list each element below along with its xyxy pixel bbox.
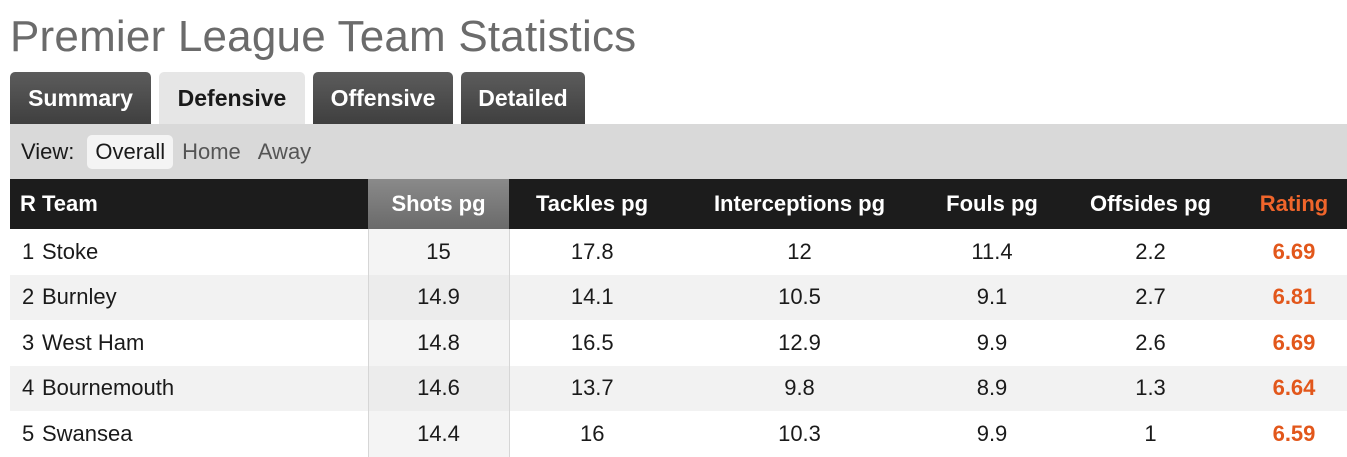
cell-interceptions: 9.8 bbox=[675, 365, 924, 411]
cell-shots: 15 bbox=[367, 229, 510, 275]
column-header-rank[interactable]: R bbox=[10, 179, 40, 229]
table-row: 2 Burnley 14.9 14.1 10.5 9.1 2.7 6.81 bbox=[10, 274, 1347, 320]
cell-rating: 6.64 bbox=[1241, 365, 1347, 411]
cell-fouls: 9.9 bbox=[924, 411, 1060, 457]
cell-team-link[interactable]: Burnley bbox=[40, 274, 368, 320]
view-option-overall[interactable]: Overall bbox=[87, 134, 174, 169]
cell-team-link[interactable]: Stoke bbox=[40, 229, 368, 275]
cell-shots: 14.4 bbox=[367, 411, 510, 457]
cell-tackles: 16.5 bbox=[509, 320, 675, 366]
cell-interceptions: 10.3 bbox=[675, 411, 924, 457]
cell-rating: 6.59 bbox=[1241, 411, 1347, 457]
tab-detailed[interactable]: Detailed bbox=[461, 72, 585, 124]
cell-rating: 6.69 bbox=[1241, 229, 1347, 275]
cell-rank: 1 bbox=[10, 229, 40, 275]
column-header-shots[interactable]: Shots pg bbox=[368, 179, 509, 229]
cell-rank: 4 bbox=[10, 365, 40, 411]
cell-interceptions: 10.5 bbox=[675, 274, 924, 320]
view-option-away[interactable]: Away bbox=[257, 138, 312, 164]
cell-offsides: 1 bbox=[1060, 411, 1241, 457]
cell-fouls: 11.4 bbox=[924, 229, 1060, 275]
cell-interceptions: 12.9 bbox=[675, 320, 924, 366]
column-header-interceptions[interactable]: Interceptions pg bbox=[675, 179, 924, 229]
table-row: 3 West Ham 14.8 16.5 12.9 9.9 2.6 6.69 bbox=[10, 320, 1347, 366]
cell-tackles: 14.1 bbox=[509, 274, 675, 320]
stat-tabs: Summary Defensive Offensive Detailed bbox=[10, 72, 593, 124]
column-header-tackles[interactable]: Tackles pg bbox=[509, 179, 675, 229]
column-header-fouls[interactable]: Fouls pg bbox=[924, 179, 1060, 229]
cell-tackles: 17.8 bbox=[509, 229, 675, 275]
tab-summary[interactable]: Summary bbox=[10, 72, 151, 124]
cell-rating: 6.81 bbox=[1241, 274, 1347, 320]
cell-team-link[interactable]: West Ham bbox=[40, 320, 368, 366]
table-row: 4 Bournemouth 14.6 13.7 9.8 8.9 1.3 6.64 bbox=[10, 365, 1347, 411]
column-header-offsides[interactable]: Offsides pg bbox=[1060, 179, 1241, 229]
table-header-row: R Team Shots pg Tackles pg Interceptions… bbox=[10, 179, 1347, 229]
cell-interceptions: 12 bbox=[675, 229, 924, 275]
cell-offsides: 2.2 bbox=[1060, 229, 1241, 275]
cell-fouls: 8.9 bbox=[924, 365, 1060, 411]
cell-team-link[interactable]: Bournemouth bbox=[40, 365, 368, 411]
cell-rating: 6.69 bbox=[1241, 320, 1347, 366]
cell-tackles: 13.7 bbox=[509, 365, 675, 411]
cell-shots: 14.6 bbox=[367, 365, 510, 411]
view-filter-bar: View: Overall Home Away bbox=[10, 124, 1347, 179]
cell-offsides: 1.3 bbox=[1060, 365, 1241, 411]
tab-offensive[interactable]: Offensive bbox=[313, 72, 453, 124]
cell-offsides: 2.7 bbox=[1060, 274, 1241, 320]
column-header-team[interactable]: Team bbox=[40, 179, 368, 229]
tab-defensive[interactable]: Defensive bbox=[159, 72, 305, 124]
cell-rank: 3 bbox=[10, 320, 40, 366]
cell-tackles: 16 bbox=[509, 411, 675, 457]
cell-offsides: 2.6 bbox=[1060, 320, 1241, 366]
page-title: Premier League Team Statistics bbox=[10, 12, 637, 61]
cell-fouls: 9.1 bbox=[924, 274, 1060, 320]
cell-rank: 5 bbox=[10, 411, 40, 457]
team-stats-table: R Team Shots pg Tackles pg Interceptions… bbox=[10, 179, 1347, 457]
cell-shots: 14.9 bbox=[367, 274, 510, 320]
view-option-home[interactable]: Home bbox=[182, 138, 241, 164]
column-header-rating[interactable]: Rating bbox=[1241, 179, 1347, 229]
table-row: 1 Stoke 15 17.8 12 11.4 2.2 6.69 bbox=[10, 229, 1347, 275]
view-label: View: bbox=[21, 138, 75, 164]
table-row: 5 Swansea 14.4 16 10.3 9.9 1 6.59 bbox=[10, 411, 1347, 457]
cell-team-link[interactable]: Swansea bbox=[40, 411, 368, 457]
cell-rank: 2 bbox=[10, 274, 40, 320]
cell-shots: 14.8 bbox=[367, 320, 510, 366]
cell-fouls: 9.9 bbox=[924, 320, 1060, 366]
